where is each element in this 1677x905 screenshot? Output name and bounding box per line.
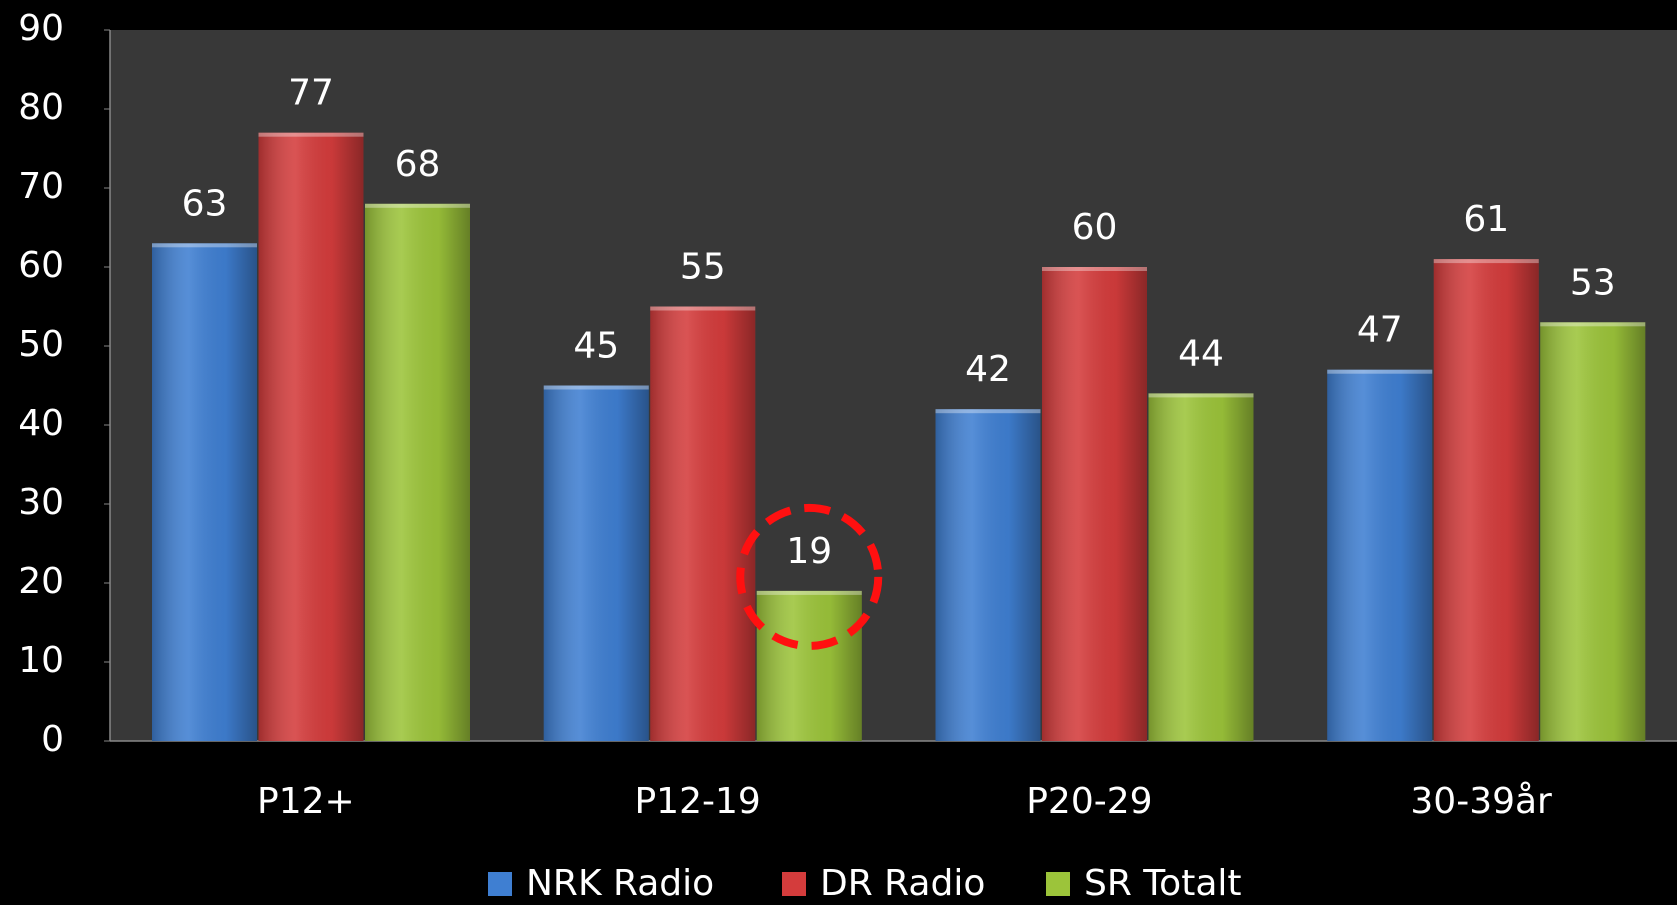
data-label: 42: [965, 349, 1011, 390]
data-label: 61: [1463, 199, 1509, 240]
data-label: 47: [1357, 310, 1403, 351]
bar-cap: [543, 385, 649, 390]
bar-shade: [650, 306, 756, 741]
data-label: 60: [1072, 207, 1118, 248]
legend-swatch: [1046, 872, 1070, 896]
x-tick-label: P12+: [257, 781, 355, 822]
bar-shade: [365, 203, 470, 742]
bar-shade: [1148, 393, 1254, 741]
data-label: 53: [1570, 262, 1616, 303]
bar-cap: [1540, 322, 1646, 327]
bar-cap: [1148, 393, 1254, 398]
bar-cap: [1042, 267, 1147, 271]
data-label: 63: [182, 183, 228, 224]
bar-cap: [258, 132, 364, 137]
data-label: 45: [573, 326, 619, 367]
bar-shade: [543, 385, 649, 741]
data-label: 55: [680, 247, 726, 288]
legend-label: DR Radio: [820, 863, 985, 904]
x-tick-label: 30-39år: [1410, 781, 1552, 822]
data-label: 68: [395, 144, 441, 185]
legend-swatch: [782, 872, 806, 896]
bar-shade: [1433, 259, 1539, 741]
x-tick-label: P12-19: [634, 781, 760, 822]
data-label: 44: [1178, 333, 1224, 374]
bar-shade: [1327, 369, 1433, 741]
y-tick-label: 60: [18, 245, 64, 286]
highlight-circle: [736, 503, 883, 650]
legend-label: NRK Radio: [526, 863, 714, 904]
bar-shade: [152, 243, 257, 742]
bar-cap: [756, 590, 862, 595]
bar-shade: [756, 590, 862, 741]
bar-cap: [152, 243, 257, 248]
bar-cap: [1327, 369, 1433, 374]
y-tick-label: 80: [18, 87, 64, 128]
y-tick-label: 50: [18, 324, 64, 365]
bar-shade: [1042, 267, 1147, 741]
y-tick-label: 40: [18, 403, 64, 444]
y-tick-label: 20: [18, 561, 64, 602]
y-tick-label: 30: [18, 482, 64, 523]
legend-label: SR Totalt: [1084, 863, 1242, 904]
bar-cap: [1433, 259, 1539, 264]
bar-cap: [365, 203, 470, 208]
bar-cap: [935, 409, 1041, 414]
bar-shade: [935, 409, 1041, 741]
bar-shade: [1540, 322, 1646, 741]
y-tick-label: 70: [18, 166, 64, 207]
data-label: 19: [786, 531, 832, 572]
y-tick-label: 90: [18, 8, 64, 49]
x-tick-label: P20-29: [1026, 781, 1152, 822]
y-tick-label: 0: [41, 719, 64, 760]
y-tick-label: 10: [18, 640, 64, 681]
bar-cap: [650, 306, 756, 311]
legend-swatch: [488, 872, 512, 896]
bar-shade: [258, 132, 364, 741]
data-label: 77: [288, 73, 334, 114]
